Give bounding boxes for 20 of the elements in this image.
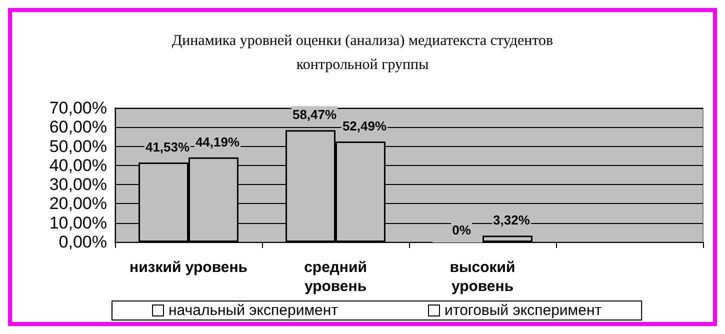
data-label: 0% — [452, 222, 472, 238]
y-tick-label: 40,00% — [49, 156, 107, 175]
y-tick-label: 60,00% — [49, 118, 107, 137]
data-label: 58,47% — [292, 107, 337, 122]
data-label: 41,53% — [145, 140, 190, 154]
y-tick-label: 0,00% — [58, 232, 107, 252]
y-tick-label: 70,00% — [49, 98, 107, 118]
y-tick-label: 50,00% — [49, 136, 107, 156]
legend-label: итоговый эксперимент — [444, 302, 602, 319]
y-tick-label: 20,00% — [49, 194, 107, 214]
data-label: 52,49% — [342, 118, 387, 134]
x-tick-label: низкий уровень — [130, 259, 248, 276]
x-tick-label: высокий уровень — [450, 259, 516, 295]
data-label: 44,19% — [195, 134, 240, 150]
data-label: 3,32% — [493, 212, 530, 228]
y-tick-label: 30,00% — [49, 175, 107, 194]
legend-label: начальный эксперимент — [168, 302, 338, 319]
x-tick-label: средний уровень — [304, 259, 367, 295]
chart-title: Динамика уровней оценки (анализа) медиатекста студентов контрольной группы — [172, 33, 554, 73]
y-tick-label: 10,00% — [49, 213, 107, 232]
